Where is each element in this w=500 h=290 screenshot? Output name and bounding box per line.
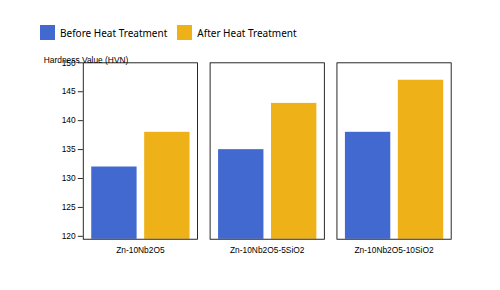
html-text:After Heat Treatment: After Heat Treatment (197, 25, 297, 40)
svg-text:135: 135 (62, 144, 76, 154)
svg-text:140: 140 (62, 115, 76, 125)
svg-text:Zn-10Nb2O5-5SiO2: Zn-10Nb2O5-5SiO2 (230, 245, 305, 255)
svg-text:145: 145 (62, 86, 76, 96)
svg-text:130: 130 (62, 173, 76, 183)
svg-text:Hardness Value (HVN): Hardness Value (HVN) (44, 55, 129, 65)
html-text:Before Heat Treatment: Before Heat Treatment (60, 25, 168, 40)
svg-text:Zn-10Nb2O5-10SiO2: Zn-10Nb2O5-10SiO2 (354, 245, 433, 255)
svg-text:120: 120 (62, 231, 76, 241)
svg-text:125: 125 (62, 202, 76, 212)
svg-text:Zn-10Nb2O5: Zn-10Nb2O5 (116, 245, 165, 255)
